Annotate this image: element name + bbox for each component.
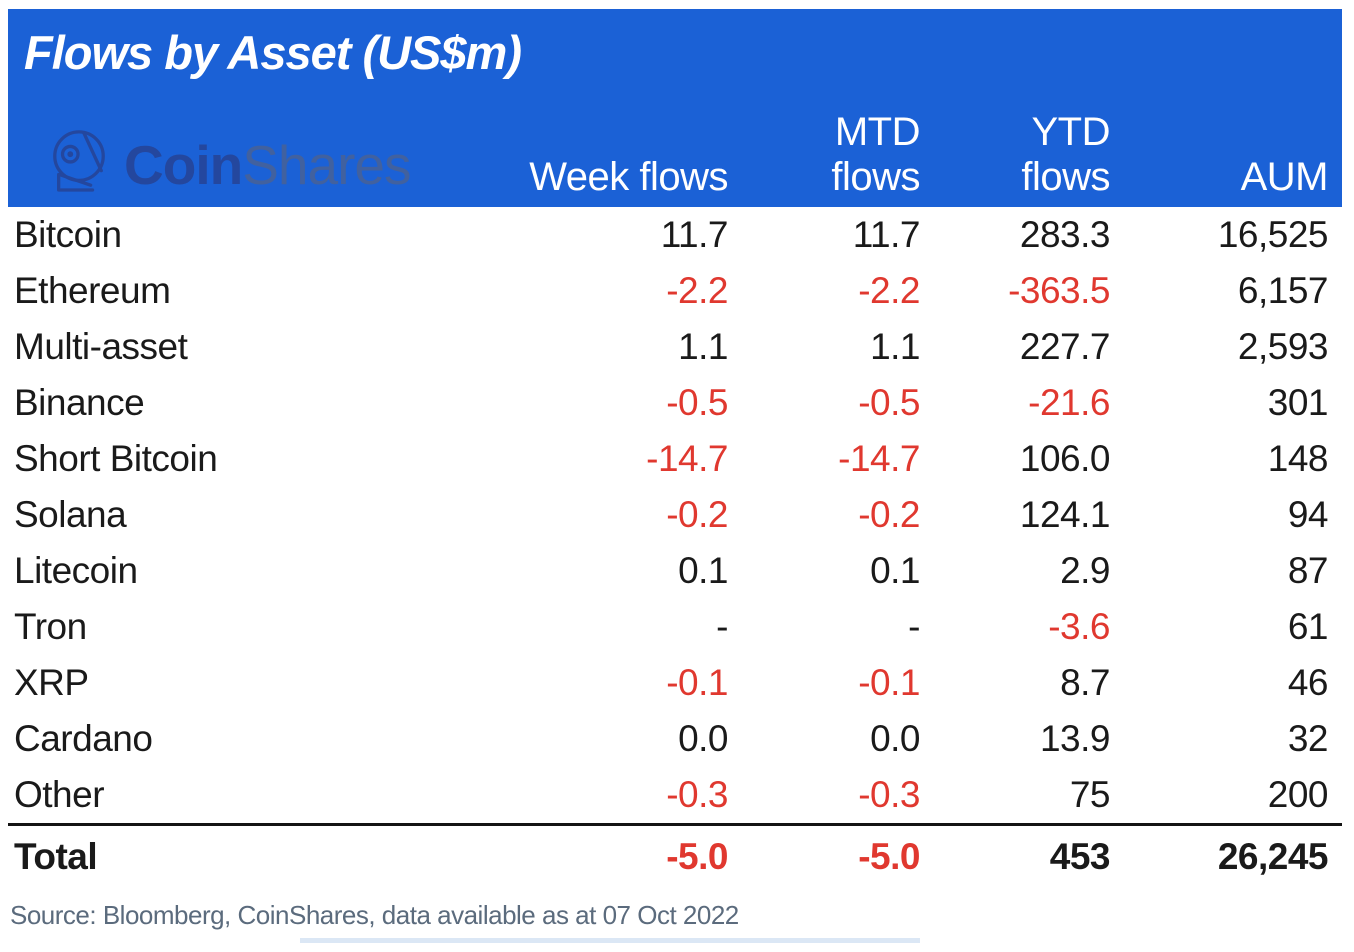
week-flows-value: 0.1 (678, 550, 728, 591)
table-row: Ethereum -2.2 -2.2 -363.5 6,157 (8, 263, 1342, 319)
mtd-flows-value: 0.1 (870, 550, 920, 591)
aum-value: 6,157 (1237, 270, 1329, 311)
logo-text-coin: Coin (124, 134, 243, 196)
table-row: Binance -0.5 -0.5 -21.6 301 (8, 375, 1342, 431)
total-week-flows-value: -5.0 (498, 823, 729, 888)
aum-value: 200 (1267, 774, 1329, 815)
table-row: Bitcoin 11.7 11.7 283.3 16,525 (8, 207, 1342, 263)
mtd-flows-value: -14.7 (838, 438, 920, 479)
logo-column: CoinShares (8, 126, 498, 200)
coinshares-logo: CoinShares (8, 126, 498, 194)
week-flows-value: -0.5 (666, 382, 728, 423)
column-header-row: CoinShares Week flows MTD flows YTD flows … (8, 110, 1342, 200)
total-label: Total (8, 823, 498, 888)
week-flows-value: -0.2 (666, 494, 728, 535)
ytd-flows-value: 8.7 (1060, 662, 1110, 703)
mtd-flows-value: 0.0 (870, 718, 920, 759)
table-row: Short Bitcoin -14.7 -14.7 106.0 148 (8, 431, 1342, 487)
ytd-flows-value: 283.3 (1019, 214, 1111, 255)
column-header-mtd-flows: MTD flows (831, 109, 920, 199)
table-row: Tron - - -3.6 61 (8, 599, 1342, 655)
ytd-flows-value: 106.0 (1019, 438, 1111, 479)
week-flows-value: -0.1 (666, 662, 728, 703)
aum-value: 301 (1267, 382, 1329, 423)
astronaut-helmet-icon (53, 130, 105, 192)
asset-name: XRP (14, 662, 89, 703)
mtd-flows-value: - (908, 606, 920, 647)
asset-name: Litecoin (14, 550, 138, 591)
week-flows-value: -14.7 (646, 438, 728, 479)
table-row: Cardano 0.0 0.0 13.9 32 (8, 711, 1342, 767)
mtd-flows-value: 1.1 (870, 326, 920, 367)
column-header-ytd-flows: YTD flows (1021, 109, 1110, 199)
ytd-flows-value: 75 (1069, 774, 1111, 815)
source-text: Source: Bloomberg, CoinShares, data avai… (10, 900, 739, 930)
aum-value: 148 (1267, 438, 1329, 479)
bottom-strip (300, 938, 920, 943)
aum-value: 87 (1287, 550, 1329, 591)
asset-name: Tron (14, 606, 87, 647)
aum-value: 2,593 (1237, 326, 1329, 367)
table-row: Litecoin 0.1 0.1 2.9 87 (8, 543, 1342, 599)
ytd-flows-value: -3.6 (1048, 606, 1110, 647)
mtd-flows-value: -2.2 (858, 270, 920, 311)
aum-value: 16,525 (1217, 214, 1329, 255)
mtd-flows-value: -0.5 (858, 382, 920, 423)
asset-name: Short Bitcoin (14, 438, 218, 479)
week-flows-value: 0.0 (678, 718, 728, 759)
aum-value: 32 (1287, 718, 1329, 759)
mtd-flows-value: -0.3 (858, 774, 920, 815)
page-title: Flows by Asset (US$m) (24, 26, 522, 79)
flows-by-asset-table: Bitcoin 11.7 11.7 283.3 16,525 Ethereum … (8, 207, 1342, 888)
asset-name: Ethereum (14, 270, 171, 311)
total-mtd-flows-value: -5.0 (728, 823, 921, 888)
week-flows-value: - (716, 606, 728, 647)
mtd-flows-value: -0.2 (858, 494, 920, 535)
asset-name: Other (14, 774, 105, 815)
mtd-flows-value: -0.1 (858, 662, 920, 703)
asset-name: Cardano (14, 718, 153, 759)
logo-wordmark: CoinShares (124, 138, 411, 193)
asset-name: Multi-asset (14, 326, 188, 367)
aum-value: 61 (1287, 606, 1329, 647)
ytd-flows-value: 2.9 (1060, 550, 1110, 591)
asset-name: Binance (14, 382, 145, 423)
week-flows-value: -0.3 (666, 774, 728, 815)
aum-value: 46 (1287, 662, 1329, 703)
ytd-flows-value: -363.5 (1008, 270, 1110, 311)
total-aum-value: 26,245 (1110, 823, 1342, 888)
header-banner: Flows by Asset (US$m) CoinShares Week fl… (8, 9, 1342, 207)
table-row: Multi-asset 1.1 1.1 227.7 2,593 (8, 319, 1342, 375)
week-flows-value: 1.1 (678, 326, 728, 367)
ytd-flows-value: -21.6 (1028, 382, 1110, 423)
total-row: Total -5.0 -5.0 453 26,245 (8, 823, 1342, 888)
column-header-week-flows: Week flows (529, 154, 728, 199)
asset-name: Solana (14, 494, 127, 535)
week-flows-value: 11.7 (660, 214, 729, 255)
ytd-flows-value: 13.9 (1039, 718, 1111, 759)
total-ytd-flows-value: 453 (920, 823, 1111, 888)
asset-name: Bitcoin (14, 214, 122, 255)
ytd-flows-value: 124.1 (1019, 494, 1111, 535)
aum-value: 94 (1287, 494, 1329, 535)
mtd-flows-value: 11.7 (852, 214, 921, 255)
week-flows-value: -2.2 (666, 270, 728, 311)
table-row: Solana -0.2 -0.2 124.1 94 (8, 487, 1342, 543)
table-row: XRP -0.1 -0.1 8.7 46 (8, 655, 1342, 711)
ytd-flows-value: 227.7 (1019, 326, 1111, 367)
logo-text-shares: Shares (242, 134, 411, 196)
table-row: Other -0.3 -0.3 75 200 (8, 767, 1342, 825)
column-header-aum: AUM (1240, 154, 1329, 199)
